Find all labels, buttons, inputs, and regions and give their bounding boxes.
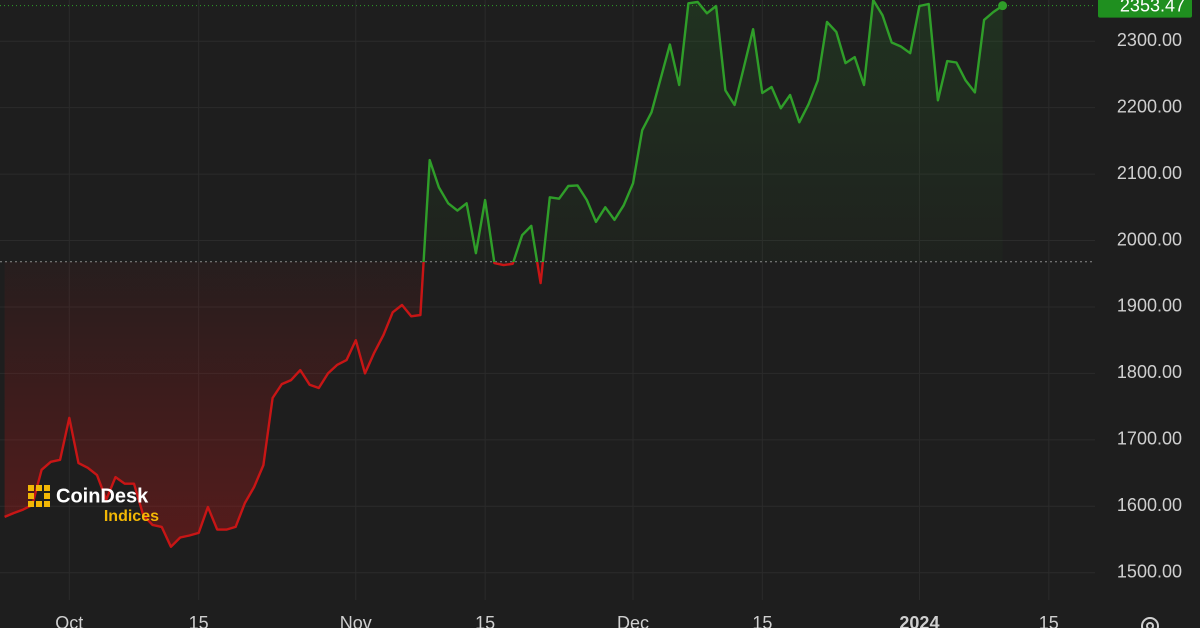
last-point	[998, 1, 1008, 11]
price-line	[4, 0, 1004, 548]
logo-name: CoinDesk	[56, 485, 149, 507]
plot	[0, 0, 1095, 548]
y-tick-label: 1700.00	[1117, 429, 1182, 449]
y-tick-label: 1500.00	[1117, 562, 1182, 582]
y-tick-label: 2100.00	[1117, 163, 1182, 183]
y-tick-label: 2200.00	[1117, 96, 1182, 116]
x-tick-label: 15	[1039, 613, 1059, 628]
x-tick-label: Oct	[55, 613, 83, 628]
x-tick-label: Nov	[340, 613, 372, 628]
y-tick-label: 1900.00	[1117, 296, 1182, 316]
x-tick-label: 15	[752, 613, 772, 628]
y-tick-label: 1600.00	[1117, 495, 1182, 515]
area	[4, 0, 1003, 547]
price-label: 2353.47	[1120, 0, 1185, 15]
price-label-box	[1098, 0, 1192, 18]
y-tick-label: 2300.00	[1117, 30, 1182, 50]
x-tick-label: 15	[475, 613, 495, 628]
settings-icon[interactable]	[1141, 617, 1159, 628]
axes: 1500.00 1600.00 1700.00 1800.00 1900.00 2000.…	[55, 0, 1192, 628]
y-tick-label: 1800.00	[1117, 362, 1182, 382]
x-tick-label: 15	[189, 613, 209, 628]
y-tick-label: 2000.00	[1117, 229, 1182, 249]
x-tick-label: Dec	[617, 613, 649, 628]
x-tick-label: 2024	[899, 613, 939, 628]
logo: CoinDesk Indices	[28, 485, 159, 525]
logo-icon	[28, 485, 50, 507]
logo-sub: Indices	[104, 508, 159, 525]
